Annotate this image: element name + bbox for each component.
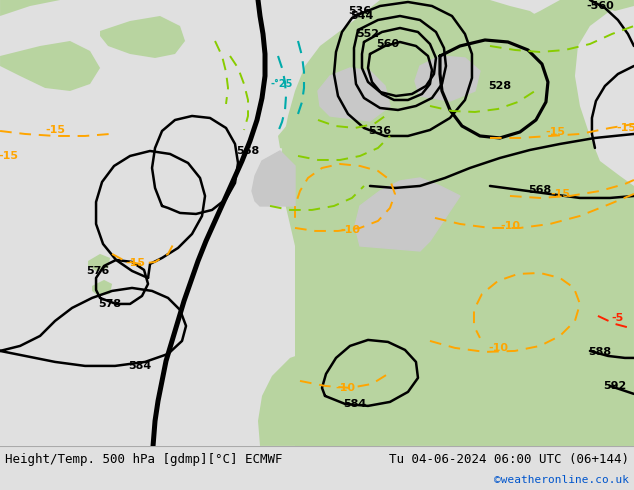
Polygon shape [280, 0, 634, 446]
Polygon shape [450, 386, 634, 446]
Polygon shape [252, 151, 295, 206]
Polygon shape [0, 446, 634, 490]
Text: -15: -15 [45, 125, 65, 135]
Polygon shape [100, 16, 185, 58]
Text: 576: 576 [86, 266, 110, 276]
Text: -10: -10 [500, 221, 520, 231]
Text: 544: 544 [351, 11, 373, 21]
Polygon shape [370, 91, 420, 128]
Text: 560: 560 [377, 39, 399, 49]
Text: 528: 528 [488, 81, 512, 91]
Polygon shape [295, 126, 340, 168]
Text: -15: -15 [616, 123, 634, 133]
Text: 588: 588 [588, 347, 612, 357]
Polygon shape [258, 351, 380, 446]
Text: 536: 536 [349, 6, 372, 16]
Text: 592: 592 [604, 381, 626, 391]
Polygon shape [408, 0, 558, 146]
Text: -560: -560 [586, 1, 614, 11]
Polygon shape [355, 178, 460, 251]
Text: -15: -15 [0, 151, 18, 161]
Polygon shape [92, 280, 112, 296]
Text: -10: -10 [340, 225, 360, 235]
Text: -10: -10 [335, 383, 355, 393]
Text: -°25: -°25 [271, 79, 293, 89]
Polygon shape [88, 254, 110, 271]
Text: ©weatheronline.co.uk: ©weatheronline.co.uk [494, 475, 629, 485]
Text: -15: -15 [545, 127, 565, 137]
Text: 568: 568 [528, 185, 552, 195]
Polygon shape [0, 41, 100, 91]
Text: 552: 552 [356, 29, 380, 39]
Polygon shape [600, 0, 634, 11]
Text: Height/Temp. 500 hPa [gdmp][°C] ECMWF: Height/Temp. 500 hPa [gdmp][°C] ECMWF [5, 453, 283, 466]
Text: -15: -15 [550, 189, 570, 199]
Text: 536: 536 [368, 126, 392, 136]
Polygon shape [278, 124, 300, 151]
Text: -10: -10 [488, 343, 508, 353]
Text: Tu 04-06-2024 06:00 UTC (06+144): Tu 04-06-2024 06:00 UTC (06+144) [389, 453, 629, 466]
Text: -5: -5 [612, 313, 624, 323]
Polygon shape [0, 0, 60, 16]
Text: 584: 584 [129, 361, 152, 371]
Polygon shape [318, 68, 390, 121]
Text: 584: 584 [344, 399, 366, 409]
Polygon shape [415, 56, 480, 101]
Text: 578: 578 [98, 299, 122, 309]
Text: 568: 568 [236, 146, 260, 156]
Text: -15: -15 [125, 258, 145, 268]
